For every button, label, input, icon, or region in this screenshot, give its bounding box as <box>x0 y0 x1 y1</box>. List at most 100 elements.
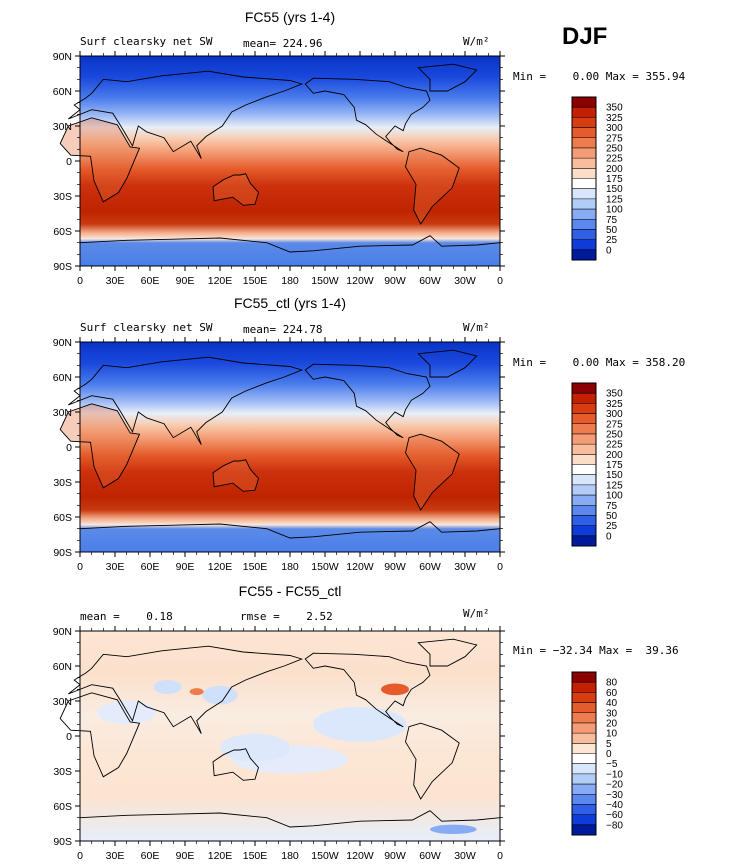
lon-tick-label: 0 <box>77 275 83 287</box>
colorbar-swatch <box>572 454 596 465</box>
lon-tick-label: 30W <box>454 850 476 862</box>
panel-title: FC55_ctl (yrs 1-4) <box>234 295 346 311</box>
colorbar-label: 150 <box>606 184 623 195</box>
coastline-europe-asia <box>68 356 304 445</box>
lon-tick-label: 30E <box>106 275 125 287</box>
coastline-australia <box>212 173 260 206</box>
colorbar-swatch <box>572 464 596 475</box>
colorbar-swatch <box>572 682 596 693</box>
colorbar-swatch <box>572 423 596 435</box>
colorbar-swatch <box>572 515 596 526</box>
units-label: W/m² <box>463 321 490 334</box>
colorbar-label: 0 <box>606 749 612 760</box>
lon-tick-label: 0 <box>497 561 503 573</box>
colorbar-label: 175 <box>606 174 623 185</box>
coastline-europe-asia <box>68 70 304 159</box>
colorbar-swatch <box>572 763 596 775</box>
colorbar-swatch <box>572 249 596 261</box>
lat-tick-label: 30N <box>53 121 72 133</box>
colorbar-swatch <box>572 188 596 200</box>
panel-title: FC55 - FC55_ctl <box>239 583 342 599</box>
lon-tick-label: 30W <box>454 275 476 287</box>
season-label: DJF <box>562 23 607 50</box>
coastline-antarctica <box>79 810 501 828</box>
coastline-north-america <box>304 77 431 153</box>
colorbar-label: 225 <box>606 440 623 451</box>
colorbar-swatch <box>572 712 596 724</box>
colorbar-label: 350 <box>606 389 623 400</box>
colorbar-label: 200 <box>606 164 623 175</box>
lon-tick-label: 30W <box>454 561 476 573</box>
lon-tick-label: 60W <box>419 850 441 862</box>
colorbar-label: 275 <box>606 419 623 430</box>
colorbar-swatch <box>572 773 596 785</box>
lat-tick-label: 90N <box>53 626 72 638</box>
map-axes: 90N 60N 30N 0 30S 60S 90S 0 30E 60E 90E 120E 150E 180… <box>53 337 505 573</box>
colorbar-swatch <box>572 393 596 404</box>
colorbar-swatch <box>572 535 596 547</box>
panel-title: FC55 (yrs 1-4) <box>245 9 335 25</box>
colorbar-swatch <box>572 484 596 496</box>
units-label: W/m² <box>463 607 490 620</box>
panel-difference: FC55 - FC55_ctl mean = 0.18 rmse = 2.52 … <box>53 583 679 862</box>
coastline-africa <box>59 117 141 203</box>
lon-tick-label: 90E <box>176 275 195 287</box>
colorbar-label: 30 <box>606 708 618 719</box>
colorbar-swatch <box>572 239 596 251</box>
lon-tick-label: 30E <box>106 850 125 862</box>
lon-tick-label: 120W <box>346 850 374 862</box>
lon-tick-label: 150E <box>243 850 268 862</box>
lon-tick-label: 180 <box>281 275 299 287</box>
colorbar-swatch <box>572 219 596 230</box>
rmse-label: rmse = 2.52 <box>240 610 333 623</box>
coastline-greenland <box>417 63 478 92</box>
anomaly-blob <box>430 824 477 834</box>
colorbar-label: −80 <box>606 820 623 831</box>
lat-tick-label: 0 <box>66 442 72 454</box>
units-label: W/m² <box>463 35 490 48</box>
colorbar-label: 100 <box>606 205 623 216</box>
coastline-antarctica <box>79 235 501 253</box>
colorbar-label: −40 <box>606 800 623 811</box>
coastline-australia <box>212 459 260 492</box>
minmax-label: Min = 0.00 Max = 358.20 <box>513 356 685 369</box>
colorbar-swatch <box>572 733 596 744</box>
anomaly-blob <box>97 701 156 725</box>
map-axes: 90N 60N 30N 0 30S 60S 90S 0 30E 60E 90E 120E 150E 180… <box>53 51 505 287</box>
anomaly-blob <box>153 680 182 694</box>
colorbar-label: −30 <box>606 790 623 801</box>
anomaly-blob <box>220 733 290 762</box>
colorbar-swatch <box>572 753 596 764</box>
coastline-greenland <box>417 638 478 667</box>
lon-tick-label: 60E <box>141 275 160 287</box>
colorbar-swatch <box>572 804 596 815</box>
coastline-africa <box>59 403 141 489</box>
lon-tick-label: 120E <box>208 275 233 287</box>
field-background <box>80 631 500 841</box>
coastline-south-america <box>405 147 460 225</box>
colorbar-label: 275 <box>606 133 623 144</box>
lon-tick-label: 60W <box>419 561 441 573</box>
lon-tick-label: 120E <box>208 850 233 862</box>
colorbar-label: 60 <box>606 688 618 699</box>
variable-label: Surf clearsky net SW <box>80 35 213 48</box>
coastline-australia <box>212 748 260 781</box>
coastline-antarctica <box>79 521 501 539</box>
colorbar-swatch <box>572 403 596 414</box>
colorbar-swatch <box>572 672 596 683</box>
colorbar-label: 200 <box>606 450 623 461</box>
lat-tick-label: 0 <box>66 156 72 168</box>
colorbar-label: 125 <box>606 194 623 205</box>
lat-tick-label: 60N <box>53 372 72 384</box>
colorbar-swatch <box>572 824 596 836</box>
coastline-south-america <box>405 433 460 511</box>
lat-tick-label: 60S <box>53 801 72 813</box>
minmax-label: Min = 0.00 Max = 355.94 <box>513 70 686 83</box>
colorbar-swatch <box>572 692 596 703</box>
lon-tick-label: 90W <box>384 275 406 287</box>
colorbar-label: 250 <box>606 143 623 154</box>
colorbar-label: 25 <box>606 235 618 246</box>
lon-tick-label: 150E <box>243 275 268 287</box>
land-shading-australia <box>213 459 259 492</box>
